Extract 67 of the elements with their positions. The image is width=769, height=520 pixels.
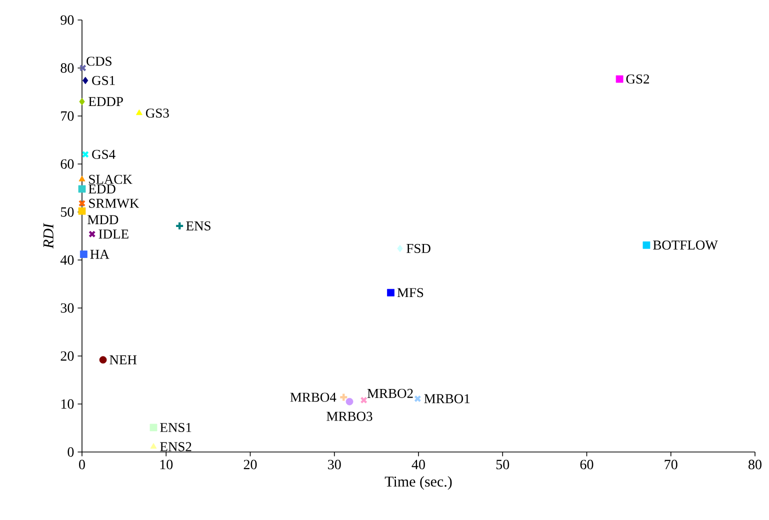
x-tick-label: 40 [412,460,425,470]
series-label: SRMWK [89,198,140,208]
series-label: GS4 [92,150,116,159]
point [387,288,394,296]
series-label: EDDP [88,97,123,106]
series-label: MFS [397,288,424,298]
series-label: ENS1 [160,422,192,432]
series-label: EDD [88,184,116,194]
point [80,250,88,258]
y-tick-label: 80 [60,63,74,73]
series-label: MRBO3 [326,412,372,421]
point [414,395,422,402]
y-tick-label: 70 [61,111,74,121]
point [99,356,107,364]
x-tick-label: 70 [664,460,678,470]
series-label: MRBO1 [424,394,470,404]
y-tick-label: 0 [68,447,74,457]
point [150,443,157,449]
x-tick-label: 0 [79,460,85,470]
point [136,109,142,116]
series-label: SLACK [89,174,132,184]
y-tick-label: 60 [60,159,74,169]
y-tick-label: 40 [60,255,74,265]
point [78,185,86,193]
y-tick-label: 90 [60,15,74,25]
series-label: CDS [86,56,112,66]
point [82,150,89,158]
point [397,244,403,252]
series-label: BOTFLOW [653,240,718,250]
y-tick-label: 30 [60,303,74,313]
x-tick-label: 50 [496,460,510,470]
x-tick-label: 80 [748,460,762,470]
point [339,392,348,402]
x-tick-label: 60 [580,460,594,470]
point [616,75,624,83]
series-label: GS3 [146,108,169,118]
y-tick-label: 20 [60,351,74,361]
y-axis-title: RDI [43,222,54,249]
series-label: MDD [88,215,118,224]
series-label: MRBO2 [367,388,413,398]
series-label: MRBO4 [290,392,336,402]
x-tick-label: 30 [328,460,341,470]
series-label: ENS2 [160,442,192,452]
series-label: GS2 [626,74,650,84]
series-label: NEH [110,355,137,364]
point [642,241,650,249]
x-tick-label: 20 [244,460,257,470]
point [360,396,368,404]
x-axis-title: Time (sec.) [384,476,452,490]
series-label: FSD [406,244,430,254]
point [88,230,96,238]
y-tick-label: 50 [61,207,74,217]
series-label: IDLE [98,230,128,239]
y-tick-label: 10 [61,399,74,409]
point [79,64,86,72]
point [78,200,86,207]
series-label: GS1 [92,76,115,86]
point [346,398,354,406]
point [78,176,86,182]
series-label: HA [90,250,110,259]
x-tick-label: 10 [160,460,173,470]
point [79,98,85,106]
point [174,221,184,231]
point [82,76,88,84]
point [150,424,158,432]
point [78,207,86,215]
series-label: ENS [186,221,210,230]
